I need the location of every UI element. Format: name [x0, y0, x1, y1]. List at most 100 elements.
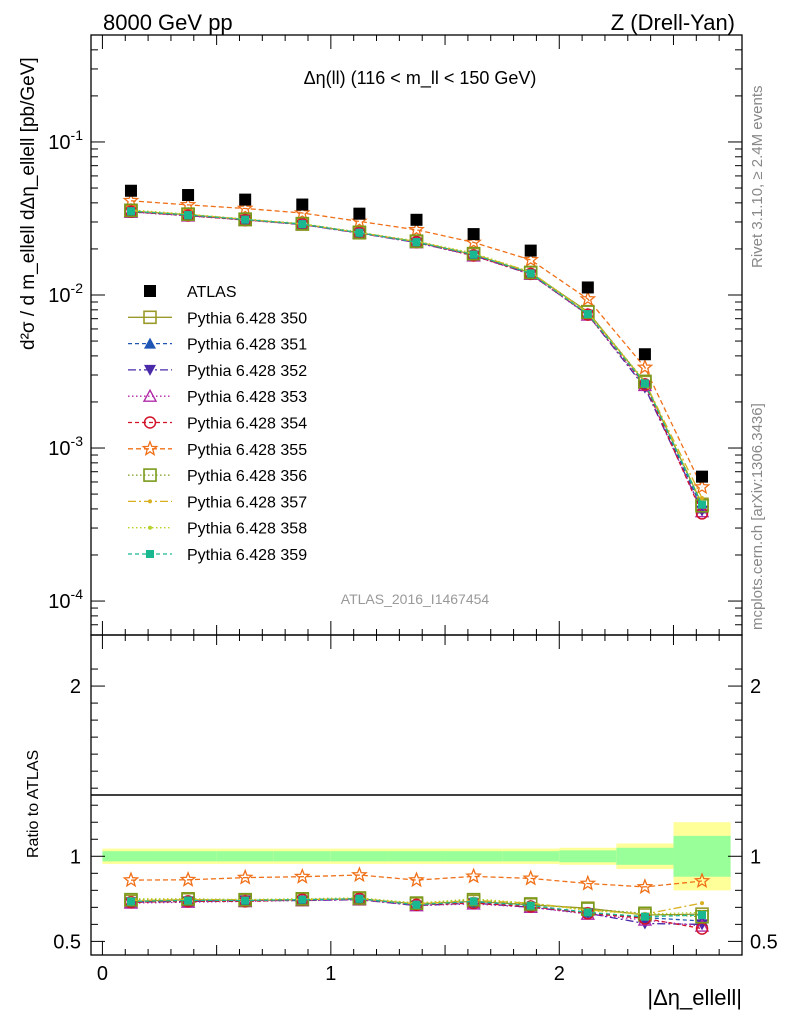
data-point — [296, 198, 309, 211]
ratio-point — [465, 867, 482, 884]
series-point — [469, 250, 478, 259]
ratio-tick-label: 0.5 — [53, 931, 81, 953]
series-point — [693, 478, 711, 495]
data-point — [410, 213, 423, 226]
data-point — [124, 184, 137, 197]
series-point — [293, 204, 311, 221]
ratio-point — [698, 911, 707, 919]
legend-label: Pythia 6.428 358 — [187, 521, 307, 538]
series-point — [352, 225, 367, 240]
ratio-point — [412, 900, 421, 909]
ratio-tick-label: 1 — [750, 846, 761, 868]
legend-marker — [142, 388, 158, 402]
ratio-point — [126, 897, 135, 906]
legend-label: Pythia 6.428 353 — [187, 389, 307, 406]
series-point — [700, 496, 705, 501]
data-point — [696, 470, 709, 483]
data-point — [638, 348, 651, 361]
ratio-band-inner — [216, 851, 274, 862]
ratio-line — [130, 898, 703, 930]
legend-label: Pythia 6.428 352 — [187, 363, 307, 380]
ratio-line — [130, 874, 703, 888]
y-tick-label: 10-1 — [48, 127, 83, 154]
series-point — [298, 220, 307, 229]
ratio-point — [236, 868, 254, 885]
y-tick-label: 10-3 — [48, 433, 83, 460]
series-point — [355, 228, 364, 237]
header-right: Z (Drell-Yan) — [611, 10, 735, 35]
y-tick-label: 10-2 — [48, 280, 83, 307]
ratio-point — [640, 912, 649, 921]
ratio-point — [184, 896, 193, 905]
legend-label: Pythia 6.428 356 — [187, 468, 307, 485]
ratio-point — [241, 896, 250, 905]
legend-marker — [146, 550, 154, 558]
ratio-band-inner — [673, 835, 731, 877]
data-point — [353, 207, 366, 220]
ratio-point — [298, 895, 307, 904]
ratio-line — [130, 898, 703, 918]
legend-marker — [144, 285, 156, 297]
data-point — [524, 244, 537, 257]
series-point — [236, 199, 254, 216]
header-left: 8000 GeV pp — [103, 10, 233, 35]
series-line — [130, 211, 703, 512]
series-point — [636, 358, 654, 375]
ratio-line — [131, 897, 703, 915]
watermark: ATLAS_2016_I1467454 — [341, 591, 490, 607]
ratio-band-inner — [445, 851, 503, 862]
main-plot: 10-4 10-3 10-2 10-1 Δη(ll) (116 < m_ll < 15… — [48, 34, 743, 636]
ratio-point — [636, 878, 654, 895]
y-axis-label: d²σ / d m_ellell dΔη_ellell [pb/GeV] — [18, 57, 39, 350]
x-tick-label: 1 — [325, 963, 336, 985]
ratio-line — [130, 899, 703, 927]
series-line — [130, 211, 703, 509]
legend-label: ATLAS — [187, 284, 237, 301]
x-tick-label: 2 — [554, 963, 565, 985]
ratio-line — [130, 897, 703, 918]
legend-marker — [144, 337, 156, 349]
series-line — [130, 211, 703, 511]
y-tick-label: 10-4 — [48, 586, 83, 613]
legend-label: Pythia 6.428 351 — [187, 337, 307, 354]
data-point — [467, 228, 480, 241]
ratio-point — [694, 918, 710, 932]
legend-marker — [141, 440, 159, 456]
series-line — [130, 200, 703, 488]
legend-label: Pythia 6.428 357 — [187, 494, 307, 511]
ratio-point — [583, 908, 592, 917]
series-point — [408, 221, 425, 237]
ratio-point — [355, 894, 364, 903]
ratio-band-inner — [559, 850, 617, 863]
legend-label: Pythia 6.428 359 — [187, 547, 307, 564]
ratio-point — [700, 901, 705, 906]
ratio-tick-label: 0.5 — [750, 931, 778, 953]
main-ticks: 10-4 10-3 10-2 10-1 — [48, 34, 742, 636]
series-point — [412, 238, 421, 247]
series-point — [640, 379, 649, 388]
legend-marker — [143, 416, 157, 429]
ratio-tick-label: 1 — [70, 846, 81, 868]
ratio-point — [522, 869, 540, 886]
rivet-label: Rivet 3.1.10, ≥ 2.4M events — [749, 86, 766, 269]
ratio-point — [122, 871, 140, 888]
legend: ATLAS Pythia 6.428 350 Pythia 6.428 351 Pyt… — [128, 284, 307, 564]
series-line — [130, 210, 703, 506]
series-point — [581, 305, 595, 319]
series-point — [698, 500, 707, 509]
series-point — [126, 207, 135, 216]
series-line — [130, 210, 703, 505]
main-plot-frame — [90, 34, 743, 636]
ratio-bands — [102, 822, 731, 891]
y-axis-label-text: d²σ / d m_ellell dΔη_ellell [pb/GeV] — [18, 57, 39, 350]
ratio-tick-label: 2 — [750, 676, 761, 698]
ratio-tick-label: 2 — [70, 676, 81, 698]
ratio-band-inner — [330, 851, 388, 862]
ratio-point — [293, 867, 311, 884]
series-point — [124, 203, 138, 218]
series-line — [130, 209, 703, 504]
legend-label: Pythia 6.428 354 — [187, 416, 307, 433]
series-point — [465, 233, 482, 250]
ratio-point — [469, 897, 478, 906]
